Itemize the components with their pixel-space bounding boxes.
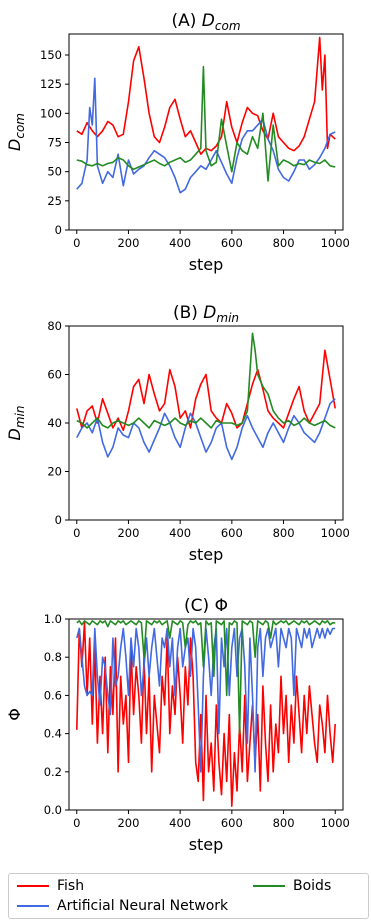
y-tick-label: 0.8 (44, 650, 62, 664)
x-tick-label: 400 (169, 816, 191, 830)
x-axis-label: step (189, 545, 224, 564)
x-tick-label: 200 (117, 816, 139, 830)
series-line-artificial-neural-network (76, 398, 336, 461)
legend-line-fish (17, 885, 49, 887)
y-tick-label: 0 (55, 223, 62, 237)
series-line-fish (76, 36, 336, 155)
plot-frame (68, 618, 344, 811)
y-tick-label: 100 (40, 106, 62, 120)
x-tick-label: 0 (73, 816, 80, 830)
x-tick-label: 800 (273, 526, 295, 540)
y-axis-label-subscript: min (13, 406, 27, 429)
legend: Fish Boids Artificial Neural Network (8, 873, 369, 919)
y-tick-label: 40 (47, 416, 62, 430)
y-tick-label: 0.4 (44, 727, 62, 741)
y-axis-label-symbol: Φ (5, 708, 24, 721)
legend-item-ann: Artificial Neural Network (17, 898, 228, 914)
x-tick-label: 1000 (321, 236, 350, 250)
x-tick-label: 1000 (321, 526, 350, 540)
legend-item-boids: Boids (253, 878, 331, 894)
x-tick-label: 400 (169, 236, 191, 250)
y-tick-label: 125 (40, 77, 62, 91)
y-tick-label: 60 (47, 368, 62, 382)
chart-title-prefix: (A) (171, 11, 201, 31)
y-axis-label: Dcom (5, 113, 27, 151)
chart-title-subscript: com (215, 19, 241, 33)
legend-label-boids: Boids (293, 878, 332, 894)
x-axis-label: step (189, 835, 224, 854)
x-tick-label: 800 (273, 816, 295, 830)
x-tick-label: 1000 (321, 816, 350, 830)
y-tick-label: 0 (55, 513, 62, 527)
series-line-boids (76, 65, 336, 182)
series-line-boids (76, 620, 336, 735)
chart-title-symbol: D (202, 11, 215, 31)
x-tick-label: 600 (221, 526, 243, 540)
x-tick-label: 600 (221, 816, 243, 830)
legend-label-fish: Fish (57, 878, 85, 894)
chart-title-symbol: D (203, 303, 216, 323)
x-tick-label: 800 (273, 236, 295, 250)
legend-line-ann (17, 905, 49, 907)
x-tick-label: 200 (117, 236, 139, 250)
chart-title-subscript: min (216, 311, 239, 325)
chart-panel-1: (B) Dmin 0 200 400 600 800 1000 0 20 40 60 80 step Dm… (5, 303, 350, 564)
chart-panel-2: (C) Φ 0 200 400 600 800 1000 0.0 0.2 0.4 0.6 0.8 1.0… (5, 596, 350, 854)
y-axis-label: Dmin (5, 406, 27, 441)
x-tick-label: 0 (73, 526, 80, 540)
y-tick-label: 80 (47, 319, 62, 333)
y-axis-label-subscript: com (13, 113, 27, 139)
y-axis-label-symbol: D (5, 428, 24, 440)
series-line-boids (76, 332, 336, 429)
chart-title: (A) Dcom (171, 11, 240, 33)
y-tick-label: 50 (47, 165, 62, 179)
y-tick-label: 0.6 (44, 688, 62, 702)
y-tick-label: 150 (40, 48, 62, 62)
series-line-fish (76, 621, 336, 808)
y-tick-label: 0.2 (44, 765, 62, 779)
y-tick-label: 75 (47, 136, 62, 150)
x-tick-label: 0 (73, 236, 80, 250)
chart-title: (C) Φ (184, 596, 228, 616)
y-axis-label-symbol: D (5, 139, 24, 151)
y-tick-label: 0.0 (44, 803, 62, 817)
chart-title-symbol: Φ (215, 596, 228, 616)
legend-line-boids (253, 885, 285, 887)
x-tick-label: 400 (169, 526, 191, 540)
x-tick-label: 200 (117, 526, 139, 540)
y-tick-label: 20 (47, 465, 62, 479)
x-axis-label: step (189, 255, 224, 274)
chart-panel-0: (A) Dcom 0 200 400 600 800 1000 0 25 50 75 100 125 15… (5, 11, 350, 274)
chart-title-prefix: (B) (173, 303, 203, 323)
x-tick-label: 600 (221, 236, 243, 250)
legend-item-fish: Fish (17, 878, 84, 894)
chart-title-prefix: (C) (184, 596, 215, 616)
plot-frame (68, 33, 344, 231)
legend-label-ann: Artificial Neural Network (57, 898, 229, 914)
y-tick-label: 25 (47, 194, 62, 208)
chart-title: (B) Dmin (173, 303, 239, 325)
y-axis-label: Φ (5, 708, 24, 721)
series-line-artificial-neural-network (76, 77, 336, 194)
y-tick-label: 1.0 (44, 612, 62, 626)
